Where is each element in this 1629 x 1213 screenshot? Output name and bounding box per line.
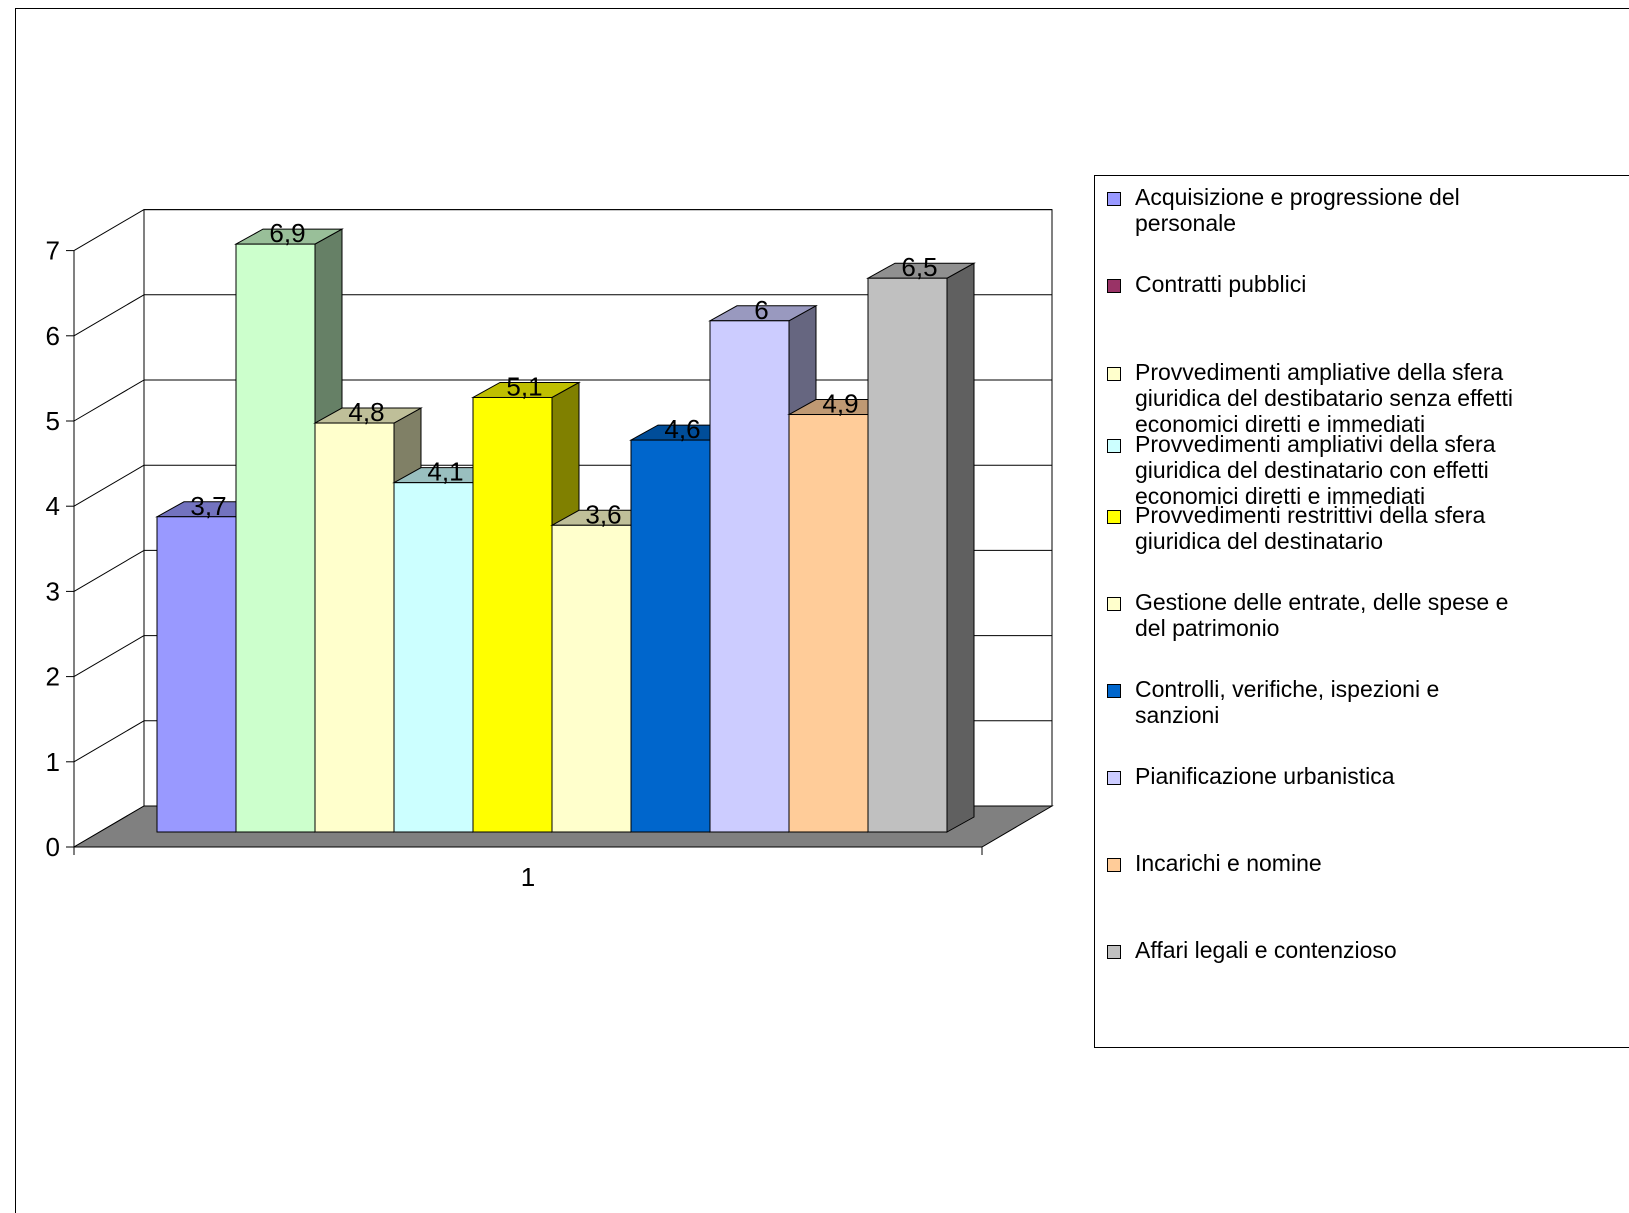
legend-label-line: Controlli, verifiche, ispezioni e — [1135, 676, 1440, 702]
data-label: 3,7 — [190, 491, 226, 521]
x-tick-label: 1 — [521, 862, 535, 892]
legend-label: Provvedimenti restrittivi della sfera giu… — [1135, 502, 1620, 554]
y-tick-label: 7 — [46, 236, 60, 266]
legend-swatch — [1107, 510, 1121, 524]
bar — [709, 320, 790, 833]
chart-frame — [15, 8, 1629, 1213]
legend-label-line: Acquisizione e progressione del — [1135, 184, 1460, 210]
legend-swatch — [1107, 684, 1121, 698]
gridline-side — [73, 464, 145, 507]
legend-swatch — [1107, 192, 1121, 206]
bar-chart-3d: 0 1 2 3 4 5 6 7 1 3,7 6,9 4,8 4,1 5,1 3,6 4,6 6 4,9 6,5 — [46, 209, 1054, 892]
data-label: 6 — [754, 295, 768, 325]
legend-label: Controlli, verifiche, ispezioni e sanzion… — [1135, 676, 1620, 728]
data-label: 4,8 — [348, 397, 384, 427]
legend-swatch — [1107, 858, 1121, 872]
legend-label: Provvedimenti ampliative della sfera giur… — [1135, 359, 1620, 437]
legend-label-line: economici diretti e immediati — [1135, 483, 1426, 509]
bar — [314, 422, 395, 833]
y-tick-label: 2 — [46, 662, 60, 692]
data-label: 4,9 — [822, 389, 858, 419]
gridline-side — [73, 720, 145, 763]
legend-label-line: Provvedimenti ampliativi della sfera — [1135, 431, 1496, 457]
bar — [551, 524, 632, 833]
legend-label-line: Contratti pubblici — [1135, 271, 1307, 297]
bar — [867, 277, 948, 833]
data-label: 4,1 — [427, 457, 463, 487]
bar — [630, 439, 711, 833]
legend-label-line: Incarichi e nomine — [1135, 850, 1322, 876]
y-tick-label: 6 — [46, 321, 60, 351]
legend-label-line: giuridica del destinatario — [1135, 528, 1384, 554]
legend-label: Pianificazione urbanistica — [1135, 763, 1620, 789]
legend-swatch — [1107, 945, 1121, 959]
legend-label: Incarichi e nomine — [1135, 850, 1620, 876]
legend-label-line: economici diretti e immediati — [1135, 411, 1426, 437]
legend-label-line: sanzioni — [1135, 702, 1220, 728]
legend-label-line: Gestione delle entrate, delle spese e — [1135, 589, 1509, 615]
gridline-side — [73, 635, 145, 678]
legend-label: Contratti pubblici — [1135, 271, 1620, 297]
data-label: 6,9 — [269, 218, 305, 248]
legend-swatch — [1107, 597, 1121, 611]
legend-swatch — [1107, 771, 1121, 785]
bar — [235, 243, 316, 833]
y-tick-label: 4 — [46, 491, 60, 521]
legend-label-line: Provvedimenti ampliative della sfera — [1135, 359, 1504, 385]
legend-label-line: del patrimonio — [1135, 615, 1280, 641]
bar — [156, 516, 237, 833]
legend: Acquisizione e progressione del personale… — [1094, 175, 1629, 1048]
gridline-side — [73, 294, 145, 337]
legend-label: Acquisizione e progressione del personale — [1135, 184, 1620, 236]
legend-swatch — [1107, 279, 1121, 293]
legend-label-line: Pianificazione urbanistica — [1135, 763, 1395, 789]
bar — [393, 482, 474, 833]
bar — [788, 414, 869, 833]
y-tick-label: 3 — [46, 576, 60, 606]
data-label: 3,6 — [585, 499, 621, 529]
legend-label-line: Affari legali e contenzioso — [1135, 937, 1397, 963]
y-tick-label: 5 — [46, 406, 60, 436]
gridline-side — [73, 209, 145, 252]
gridline-side — [73, 379, 145, 422]
legend-label-line: Provvedimenti restrittivi della sfera — [1135, 502, 1486, 528]
gridline-side — [73, 549, 145, 592]
bar — [472, 396, 553, 833]
legend-swatch — [1107, 367, 1121, 381]
legend-label: Gestione delle entrate, delle spese e del… — [1135, 589, 1620, 641]
legend-swatch — [1107, 439, 1121, 453]
bar-side — [946, 262, 975, 833]
legend-label: Affari legali e contenzioso — [1135, 937, 1620, 963]
legend-label-line: giuridica del destinatario con effetti — [1135, 457, 1489, 483]
y-tick-label: 0 — [46, 832, 60, 862]
legend-label: Provvedimenti ampliativi della sfera giur… — [1135, 431, 1620, 509]
legend-label-line: giuridica del destibatario senza effetti — [1135, 385, 1514, 411]
legend-label-line: personale — [1135, 210, 1237, 236]
data-label: 4,6 — [664, 414, 700, 444]
data-label: 5,1 — [506, 371, 542, 401]
y-tick-label: 1 — [46, 747, 60, 777]
data-label: 6,5 — [901, 252, 937, 282]
